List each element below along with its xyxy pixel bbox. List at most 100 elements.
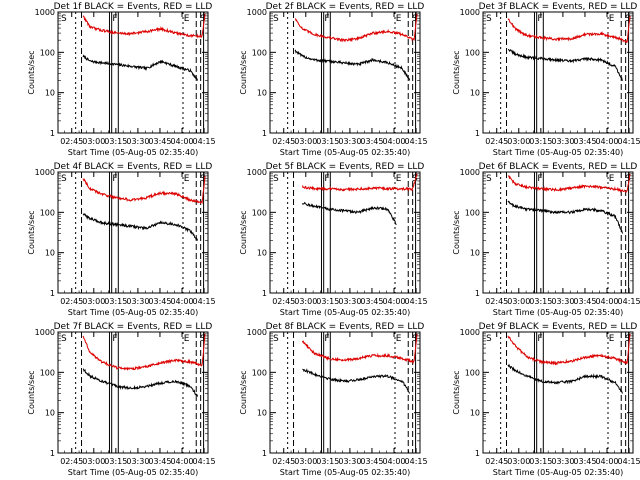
x-tick-label: 03:15 <box>316 297 339 306</box>
x-tick-label: 02:45 <box>272 457 295 466</box>
series-line-lld <box>301 333 418 365</box>
marker-label: S <box>273 334 279 344</box>
x-tick-label: 03:30 <box>551 137 574 146</box>
y-axis-label: Counts/sec <box>239 370 248 414</box>
x-tick-label: 03:30 <box>338 457 361 466</box>
y-tick-label: 1 <box>262 129 267 138</box>
marker-label: F <box>537 14 542 24</box>
x-tick-label: 03:00 <box>507 137 530 146</box>
x-tick-label: 03:45 <box>148 457 171 466</box>
y-tick-label: 100 <box>465 368 480 377</box>
marker-label: F <box>324 174 329 184</box>
x-tick-label: 04:00 <box>382 137 405 146</box>
x-tick-label: 03:00 <box>82 137 105 146</box>
panel-9: Det 9f BLACK = Events, RED = LLD 1 10 100 10… <box>452 322 640 477</box>
x-tick-label: 04:00 <box>170 457 193 466</box>
x-tick-label: 03:30 <box>338 137 361 146</box>
x-tick-label: 02:45 <box>485 457 508 466</box>
x-tick-label: 03:45 <box>360 457 383 466</box>
y-tick-label: 10 <box>45 89 55 98</box>
x-tick-label: 03:45 <box>148 297 171 306</box>
x-tick-label: 02:45 <box>60 457 83 466</box>
x-tick-label: 04:15 <box>193 297 216 306</box>
series-line-lld <box>507 333 631 366</box>
y-tick-label: 10 <box>470 89 480 98</box>
plot-frame <box>482 331 634 454</box>
y-tick-label: 1000 <box>35 8 55 17</box>
x-tick-label: 03:00 <box>507 297 530 306</box>
marker-label: F <box>324 334 329 344</box>
x-tick-label: 03:45 <box>573 297 596 306</box>
marker-label: S <box>200 14 206 24</box>
panel-4: Det 4f BLACK = Events, RED = LLD 1 10 100 10… <box>27 162 216 317</box>
series-line-lld <box>82 175 206 205</box>
marker-label: F <box>112 174 117 184</box>
y-axis-label: Counts/sec <box>27 370 36 414</box>
marker-label: S <box>625 174 631 184</box>
x-tick-label: 03:45 <box>148 137 171 146</box>
marker-label: S <box>200 334 206 344</box>
series-line-lld <box>82 13 206 39</box>
marker-label: S <box>412 14 418 24</box>
x-tick-label: 03:00 <box>507 457 530 466</box>
marker-label: F <box>537 174 542 184</box>
y-tick-label: 100 <box>252 368 267 377</box>
marker-label: E <box>609 174 615 184</box>
y-tick-label: 1000 <box>247 168 267 177</box>
marker-label: E <box>396 174 402 184</box>
plot-frame <box>57 171 209 294</box>
panel-title: Det 7f BLACK = Events, RED = LLD <box>54 322 213 332</box>
x-tick-label: 03:30 <box>126 137 149 146</box>
series-line-lld <box>507 173 631 194</box>
y-axis-label: Counts/sec <box>452 370 461 414</box>
plot-frame <box>269 171 421 294</box>
y-tick-label: 1000 <box>35 328 55 337</box>
x-axis-label: Start Time (05-Aug-05 02:35:40) <box>493 148 624 157</box>
x-tick-label: 03:30 <box>126 297 149 306</box>
panel-title: Det 9f BLACK = Events, RED = LLD <box>479 322 638 332</box>
marker-label: S <box>486 334 492 344</box>
x-tick-label: 02:45 <box>485 137 508 146</box>
x-tick-label: 03:45 <box>573 137 596 146</box>
marker-label: S <box>412 174 418 184</box>
y-tick-label: 1000 <box>460 328 480 337</box>
y-tick-label: 10 <box>470 409 480 418</box>
y-tick-label: 10 <box>45 409 55 418</box>
y-tick-label: 100 <box>40 48 55 57</box>
panel-8: Det 8f BLACK = Events, RED = LLD 1 10 100 10… <box>239 322 428 477</box>
panel-7: Det 7f BLACK = Events, RED = LLD 1 10 100 10… <box>27 322 216 477</box>
x-tick-label: 03:30 <box>551 297 574 306</box>
marker-label: E <box>396 14 402 24</box>
y-axis-label: Counts/sec <box>239 210 248 254</box>
series-line-lld <box>507 15 631 44</box>
x-tick-label: 04:15 <box>618 137 640 146</box>
x-tick-label: 04:00 <box>595 457 618 466</box>
marker-label: E <box>184 14 190 24</box>
x-tick-label: 02:45 <box>272 137 295 146</box>
plot-frame <box>482 171 634 294</box>
plot-frame <box>269 11 421 134</box>
x-tick-label: 03:15 <box>316 457 339 466</box>
y-tick-label: 100 <box>252 208 267 217</box>
panel-title: Det 8f BLACK = Events, RED = LLD <box>266 322 425 332</box>
x-tick-label: 04:00 <box>382 297 405 306</box>
marker-label: S <box>273 174 279 184</box>
x-tick-label: 03:15 <box>316 137 339 146</box>
y-tick-label: 10 <box>470 249 480 258</box>
x-tick-label: 03:00 <box>294 297 317 306</box>
marker-label: S <box>486 14 492 24</box>
x-tick-label: 03:15 <box>104 137 127 146</box>
x-tick-label: 03:15 <box>529 137 552 146</box>
y-axis-label: Counts/sec <box>452 210 461 254</box>
y-tick-label: 1 <box>50 449 55 458</box>
y-tick-label: 1 <box>50 129 55 138</box>
marker-label: F <box>537 334 542 344</box>
y-tick-label: 1 <box>475 129 480 138</box>
x-tick-label: 02:45 <box>272 297 295 306</box>
marker-label: E <box>609 334 615 344</box>
y-tick-label: 1 <box>262 289 267 298</box>
panel-3: Det 3f BLACK = Events, RED = LLD 1 10 100 10… <box>452 2 640 157</box>
y-tick-label: 10 <box>45 249 55 258</box>
y-axis-label: Counts/sec <box>452 50 461 94</box>
marker-label: F <box>324 14 329 24</box>
